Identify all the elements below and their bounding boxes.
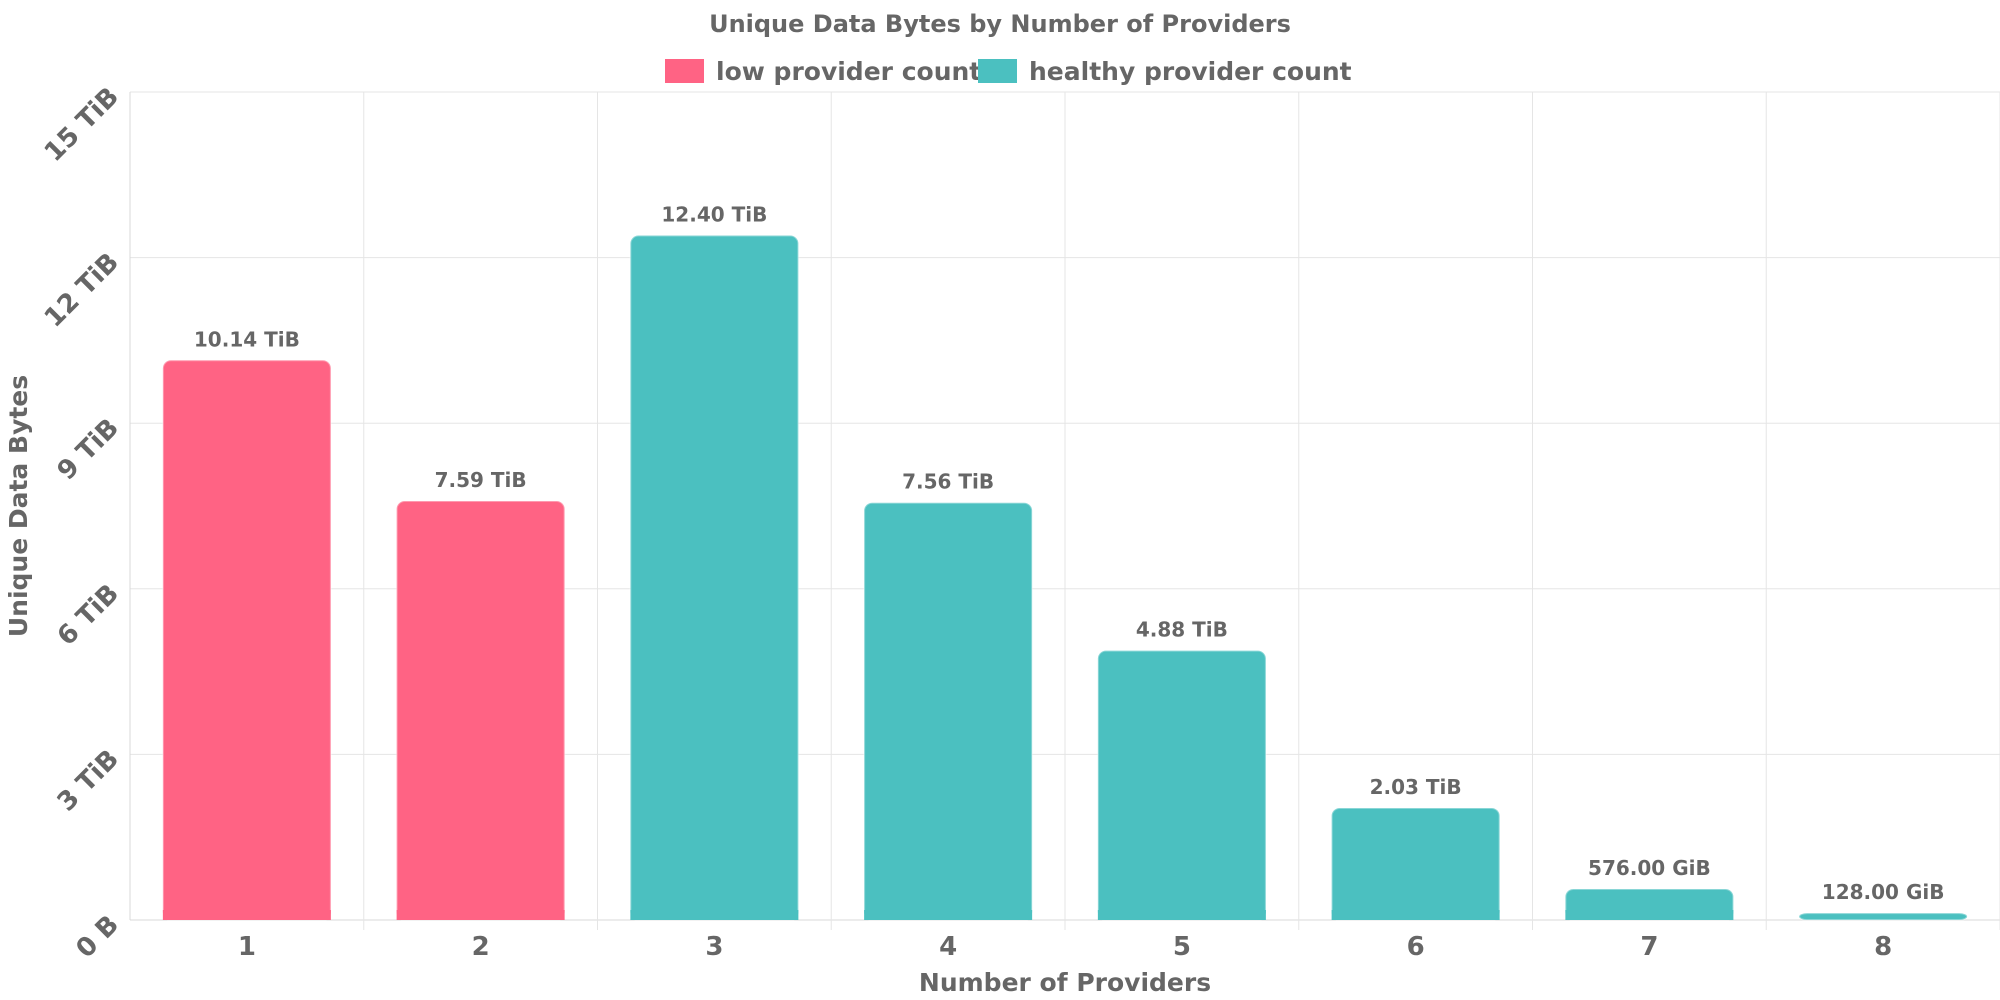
bar-4[interactable] <box>863 501 1034 921</box>
y-axis-ticks: 0 B 3 TiB 6 TiB 9 TiB 12 TiB 15 TiB <box>39 82 125 964</box>
data-label-7: 576.00 GiB <box>1588 856 1711 880</box>
x-axis-ticks: 1 2 3 4 5 6 7 8 <box>238 932 1892 962</box>
x-tick-label-1: 1 <box>238 932 256 962</box>
x-tick-label-6: 6 <box>1407 932 1425 962</box>
x-tick-label-7: 7 <box>1640 932 1658 962</box>
bar-base-7 <box>1565 910 1734 920</box>
y-tick-label: 12 TiB <box>39 247 125 333</box>
y-axis-title: Unique Data Bytes <box>4 375 33 637</box>
data-labels: 10.14 TiB 7.59 TiB 12.40 TiB 7.56 TiB 4.88 T… <box>194 203 1945 905</box>
legend-swatch-low[interactable] <box>665 59 704 83</box>
x-tick-label-5: 5 <box>1173 932 1191 962</box>
bar-6[interactable] <box>1330 806 1501 921</box>
data-label-8: 128.00 GiB <box>1822 880 1945 904</box>
chart-title: Unique Data Bytes by Number of Providers <box>709 10 1291 38</box>
x-tick-label-2: 2 <box>472 932 490 962</box>
data-label-1: 10.14 TiB <box>194 327 300 351</box>
bar-8[interactable] <box>1798 912 1969 921</box>
data-label-6: 2.03 TiB <box>1370 775 1462 799</box>
data-label-4: 7.56 TiB <box>902 470 994 494</box>
bar-1[interactable] <box>161 359 332 922</box>
bar-5[interactable] <box>1096 649 1267 922</box>
bar-2[interactable] <box>395 500 566 921</box>
data-label-2: 7.59 TiB <box>435 468 527 492</box>
y-tick-label: 6 TiB <box>52 579 125 652</box>
bar-base-2 <box>396 910 565 920</box>
y-tick-label: 0 B <box>71 910 125 964</box>
x-tick-label-8: 8 <box>1874 932 1892 962</box>
x-axis-title: Number of Providers <box>919 968 1211 997</box>
bar-base-1 <box>162 910 331 920</box>
bars <box>161 234 1969 922</box>
legend-label-healthy[interactable]: healthy provider count <box>1029 57 1352 86</box>
bar-base-6 <box>1331 910 1500 920</box>
y-tick-label: 9 TiB <box>52 413 125 486</box>
legend-label-low[interactable]: low provider count <box>716 57 981 86</box>
bar-base-3 <box>630 910 799 920</box>
bar-base-5 <box>1097 910 1266 920</box>
legend: low provider count healthy provider coun… <box>665 57 1352 86</box>
x-tick-label-4: 4 <box>939 932 957 962</box>
data-label-3: 12.40 TiB <box>661 203 767 227</box>
data-label-5: 4.88 TiB <box>1136 618 1228 642</box>
bar-base-4 <box>864 910 1033 920</box>
y-tick-label: 3 TiB <box>52 744 125 817</box>
bar-3[interactable] <box>629 234 800 921</box>
y-tick-label: 15 TiB <box>39 82 125 168</box>
x-tick-label-3: 3 <box>705 932 723 962</box>
legend-swatch-healthy[interactable] <box>978 59 1017 83</box>
